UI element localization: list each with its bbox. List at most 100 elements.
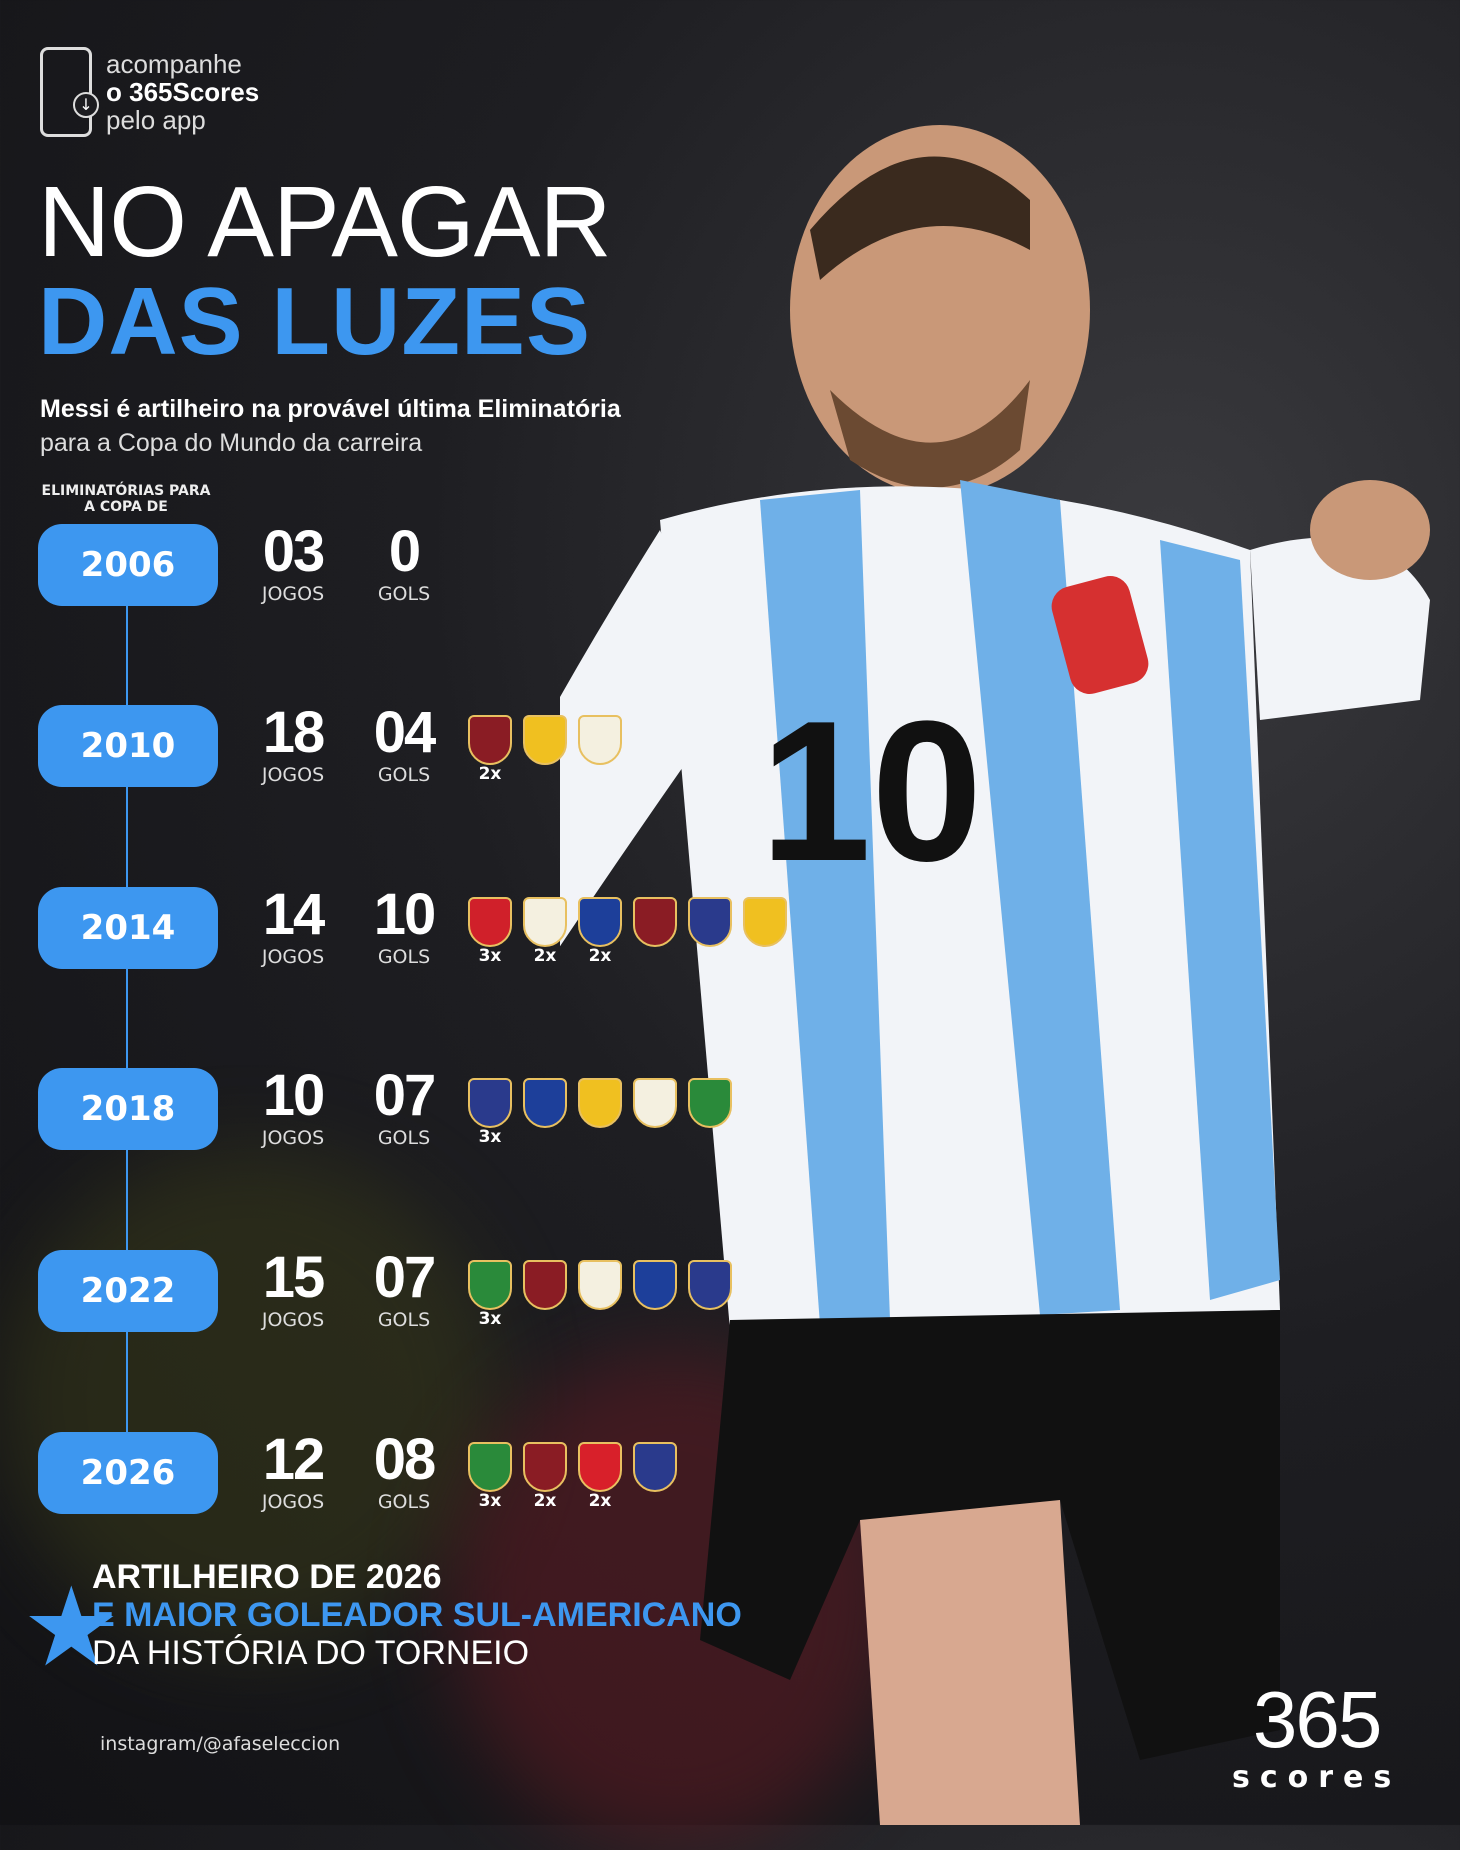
games-stat: 03 JOGOS <box>243 519 343 605</box>
footer-line-1: ARTILHEIRO DE 2026 <box>92 1558 442 1596</box>
crest-peru: 2x <box>576 1442 624 1510</box>
subtitle-regular: para a Copa do Mundo da carreira <box>40 429 423 457</box>
uruguay-crest-icon <box>578 715 622 765</box>
goal-multiplier: 3x <box>478 946 502 966</box>
games-stat: 12 JOGOS <box>243 1427 343 1513</box>
footer-highlight: ARTILHEIRO DE 2026 E MAIOR GOLEADOR SUL-… <box>92 1558 742 1672</box>
title-line-1: NO APAGAR <box>38 166 612 278</box>
paraguay-crest-icon <box>468 897 512 947</box>
ecuador-crest-icon <box>688 897 732 947</box>
goals-value: 07 <box>373 1245 437 1310</box>
peru-crest-icon <box>578 1442 622 1492</box>
games-label: JOGOS <box>261 1127 325 1149</box>
goals-stat: 07 GOLS <box>356 1064 452 1149</box>
games-label: JOGOS <box>261 1491 325 1513</box>
venezuela-crest-icon <box>523 1260 567 1310</box>
opponent-crests: 3x <box>466 1260 734 1328</box>
player-photo: 10 <box>560 125 1430 1825</box>
timeline-row: 2006 03 JOGOS 0 GOLS <box>38 520 430 606</box>
games-value: 12 <box>262 1427 326 1492</box>
crest-bolivia: 3x <box>466 1442 514 1510</box>
timeline-row: 2022 15 JOGOS 07 GOLS 3x <box>38 1246 732 1332</box>
goals-stat: 10 GOLS <box>356 882 452 968</box>
bolivia-crest-icon <box>468 1442 512 1492</box>
crest-uruguay <box>576 715 624 783</box>
crest-bolivia: 3x <box>466 1260 514 1328</box>
ecuador-crest-icon <box>468 1078 512 1128</box>
goals-value: 08 <box>373 1427 437 1492</box>
ecuador-crest-icon <box>633 1442 677 1492</box>
goals-stat: 07 GOLS <box>356 1245 452 1331</box>
goals-value: 0 <box>388 519 421 584</box>
crest-chile <box>631 1260 679 1328</box>
games-stat: 10 JOGOS <box>243 1063 343 1149</box>
colombia-crest-icon <box>743 897 787 947</box>
logo-word: scores <box>1232 1760 1402 1795</box>
timeline-row: 2018 10 JOGOS 07 GOLS 3x <box>38 1064 732 1150</box>
background-blur <box>0 1150 500 1650</box>
footer-line-2: E MAIOR GOLEADOR SUL-AMERICANO <box>92 1596 742 1634</box>
opponent-crests: 2x <box>466 715 624 783</box>
logo-number: 365 <box>1252 1675 1382 1764</box>
timeline-label-line-1: ELIMINATÓRIAS PARA <box>41 483 211 499</box>
crest-venezuela <box>521 1260 569 1328</box>
app-promo[interactable]: ↓ acompanhe o 365Scores pelo app <box>40 47 259 137</box>
subtitle-bold: Messi é artilheiro na provável última El… <box>40 395 621 423</box>
games-label: JOGOS <box>261 583 325 605</box>
crest-venezuela: 2x <box>466 715 514 783</box>
colombia-crest-icon <box>578 1078 622 1128</box>
goals-label: GOLS <box>377 946 431 968</box>
crest-uruguay <box>576 1260 624 1328</box>
crest-colombia <box>576 1078 624 1146</box>
crest-paraguay: 3x <box>466 897 514 965</box>
crest-colombia <box>741 897 789 965</box>
year-pill: 2010 <box>38 705 218 787</box>
promo-line-3: pelo app <box>106 105 206 135</box>
opponent-crests: 3x <box>466 1078 734 1146</box>
games-value: 03 <box>262 519 326 584</box>
uruguay-crest-icon <box>578 1260 622 1310</box>
colombia-crest-icon <box>523 715 567 765</box>
timeline-line <box>126 600 128 1470</box>
promo-line-2: o 365Scores <box>106 77 260 107</box>
year-pill: 2006 <box>38 524 218 606</box>
opponent-crests: 3x 2x 2x <box>466 897 789 965</box>
games-stat: 18 JOGOS <box>243 700 343 786</box>
venezuela-crest-icon <box>468 715 512 765</box>
games-value: 18 <box>262 700 326 765</box>
crest-uruguay <box>631 1078 679 1146</box>
chile-crest-icon <box>633 1260 677 1310</box>
timeline-row: 2014 14 JOGOS 10 GOLS 3x 2x 2x <box>38 883 787 969</box>
games-label: JOGOS <box>261 946 325 968</box>
year-pill: 2022 <box>38 1250 218 1332</box>
star-icon: ★ <box>22 1563 121 1691</box>
goals-label: GOLS <box>377 1127 431 1149</box>
goals-value: 04 <box>373 700 437 765</box>
games-stat: 14 JOGOS <box>243 883 343 968</box>
year-pill: 2026 <box>38 1432 218 1514</box>
goal-multiplier: 2x <box>533 946 557 966</box>
crest-venezuela <box>631 897 679 965</box>
crest-ecuador: 3x <box>466 1078 514 1146</box>
games-value: 10 <box>262 1063 326 1128</box>
phone-download-icon: ↓ <box>40 47 99 137</box>
365scores-logo: 365 scores <box>1232 1675 1402 1796</box>
goal-multiplier: 3x <box>478 1309 502 1329</box>
goals-stat: 04 GOLS <box>356 700 452 786</box>
photo-credit: instagram/@afaseleccion <box>100 1733 341 1755</box>
crest-chile <box>521 1078 569 1146</box>
year-pill: 2018 <box>38 1068 218 1150</box>
goals-stat: 0 GOLS <box>356 519 452 605</box>
chile-crest-icon <box>578 897 622 947</box>
crest-ecuador <box>631 1442 679 1510</box>
goal-multiplier: 3x <box>478 1127 502 1147</box>
opponent-crests: 3x 2x 2x <box>466 1442 679 1510</box>
footer-line-3: DA HISTÓRIA DO TORNEIO <box>92 1634 530 1672</box>
crest-bolivia <box>686 1078 734 1146</box>
goals-value: 10 <box>373 882 437 947</box>
venezuela-crest-icon <box>633 897 677 947</box>
goals-label: GOLS <box>377 1309 431 1331</box>
uruguay-crest-icon <box>633 1078 677 1128</box>
venezuela-crest-icon <box>523 1442 567 1492</box>
goals-label: GOLS <box>377 583 431 605</box>
